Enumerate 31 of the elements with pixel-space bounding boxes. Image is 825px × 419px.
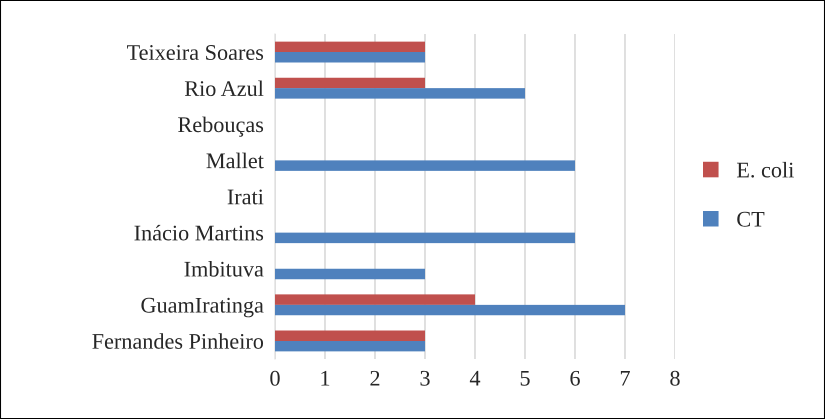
- y-tick-label: Mallet: [206, 152, 264, 168]
- x-tick-label: 8: [670, 370, 680, 386]
- bar: [275, 330, 425, 341]
- x-tick-label: 6: [570, 370, 580, 386]
- x-tick-label: 4: [470, 370, 480, 386]
- bar: [275, 304, 625, 316]
- y-tick-label: Inácio Martins: [134, 224, 264, 241]
- bar: [275, 42, 425, 52]
- y-tick-label: Teixeira Soares: [127, 45, 264, 60]
- bar: [275, 232, 575, 244]
- y-tick-label: GuamIratinga: [141, 298, 264, 318]
- y-tick-label: Rio Azul: [184, 80, 264, 96]
- x-tick-label: 2: [370, 370, 380, 386]
- bar: [275, 88, 525, 99]
- x-tick-label: 5: [520, 370, 530, 386]
- y-tick-label: Imbituva: [184, 261, 264, 277]
- bar: [275, 268, 425, 280]
- bar: [275, 294, 475, 305]
- legend-label: E. coli: [736, 162, 794, 178]
- y-tick-label: Rebouças: [178, 116, 264, 137]
- x-tick-label: 1: [321, 370, 330, 386]
- y-tick-label: Irati: [228, 189, 264, 204]
- x-tick-label: 7: [620, 370, 630, 386]
- x-tick-label: 0: [270, 370, 280, 386]
- bar: [275, 340, 425, 352]
- bar: [275, 160, 575, 171]
- bar: [275, 78, 425, 88]
- x-tick-label: 3: [420, 370, 430, 386]
- legend-label: CT: [737, 212, 764, 227]
- y-tick-label: Fernandes Pinheiro: [92, 333, 264, 349]
- bar: [275, 52, 425, 63]
